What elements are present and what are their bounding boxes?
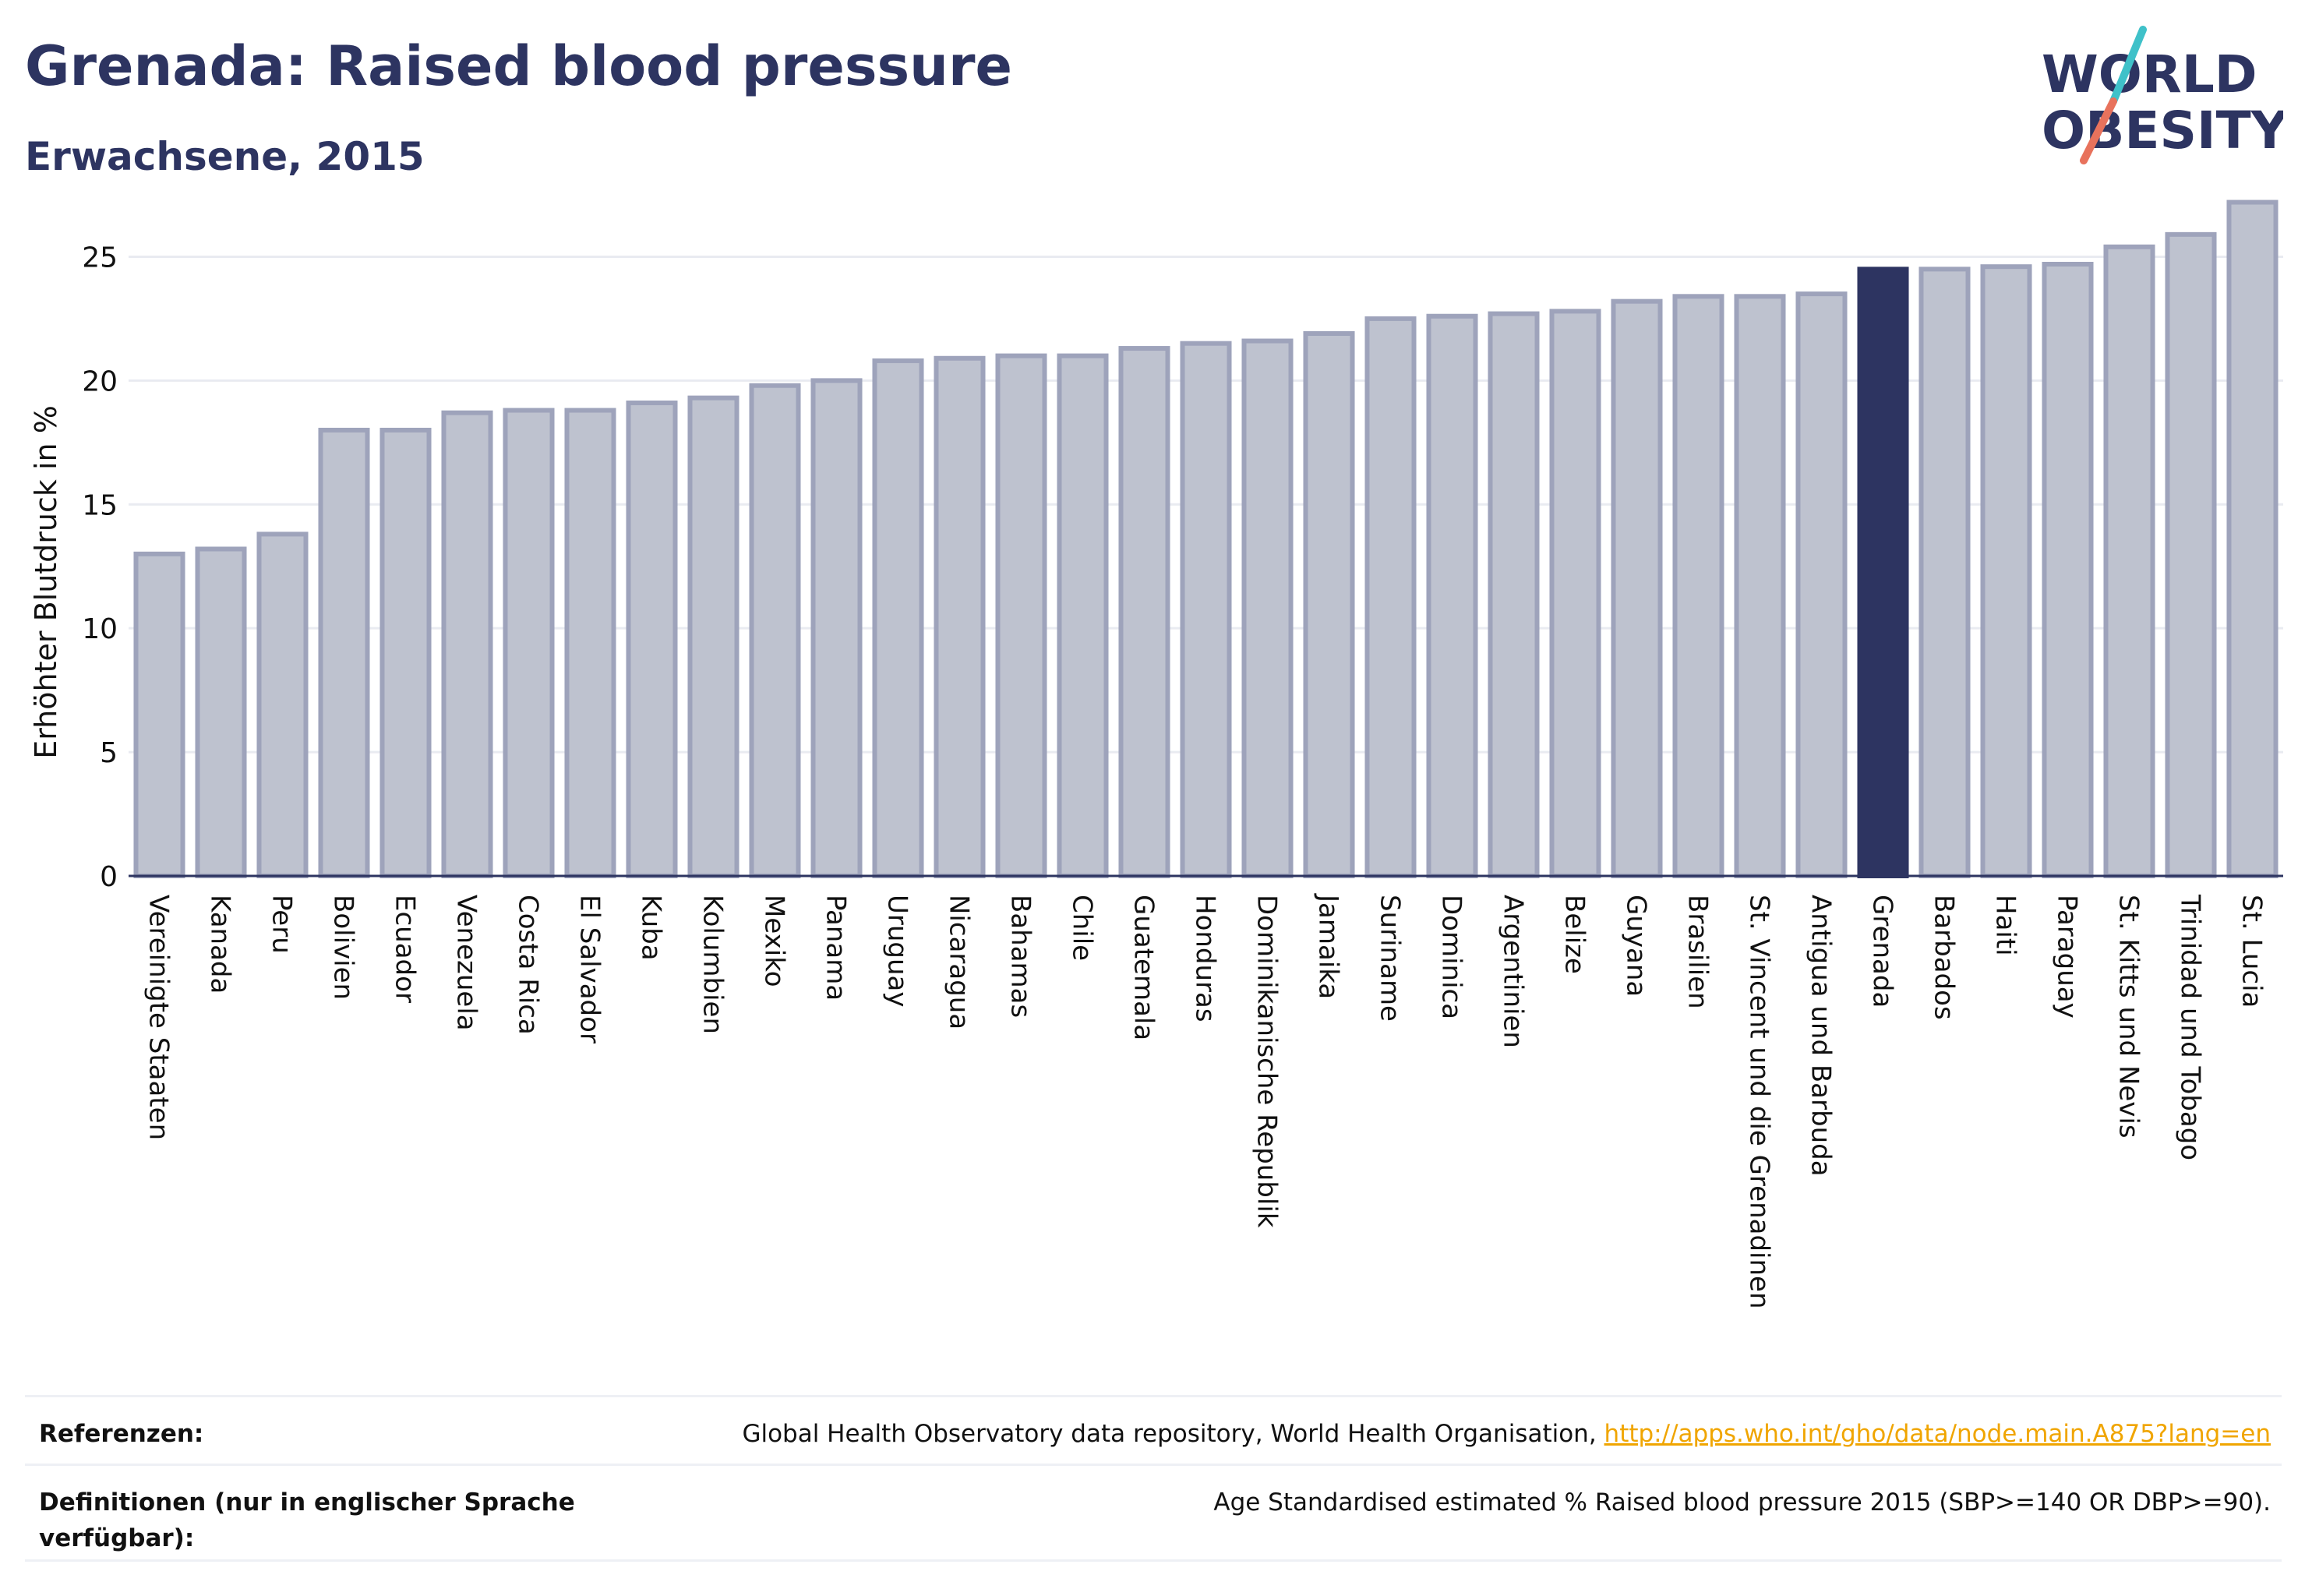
- x-tick-label: Ecuador: [390, 895, 421, 1003]
- logo-line-obesity: OBESITY: [2042, 101, 2283, 161]
- x-tick-label: Jamaika: [1313, 893, 1344, 999]
- x-tick-label: Belize: [1559, 895, 1590, 974]
- references-row: Referenzen: Global Health Observatory da…: [25, 1395, 2282, 1464]
- logo-slash-teal: [2109, 26, 2147, 105]
- x-tick-label: Dominikanische Republik: [1251, 895, 1283, 1228]
- x-tick-label: Haiti: [1990, 895, 2021, 956]
- bar: [1057, 353, 1109, 878]
- bar: [1795, 291, 1848, 878]
- x-tick-label: Chile: [1067, 895, 1098, 961]
- bar: [810, 378, 863, 878]
- bar: [1303, 330, 1355, 878]
- y-tick-label: 20: [82, 365, 118, 397]
- bar: [1734, 294, 1786, 878]
- definitions-row: Definitionen (nur in englischer Sprache …: [25, 1464, 2282, 1562]
- x-tick-label: Guyana: [1621, 895, 1652, 997]
- bar: [564, 408, 616, 878]
- y-tick-label: 25: [82, 242, 118, 274]
- bar: [441, 410, 493, 878]
- x-tick-label: Argentinien: [1498, 895, 1529, 1048]
- x-tick-label: Guatemala: [1128, 895, 1160, 1040]
- bar: [1611, 298, 1663, 878]
- y-axis-ticks: 0 5 10 15 20 25: [82, 242, 118, 893]
- bar: [1364, 316, 1417, 878]
- bar: [1426, 313, 1478, 878]
- chart-title: Grenada: Raised blood pressure: [25, 34, 1013, 98]
- x-tick-label: Panama: [821, 895, 852, 1001]
- x-tick-label: El Salvador: [574, 895, 605, 1043]
- bar: [2226, 200, 2279, 878]
- bar-highlighted: [1857, 267, 1909, 878]
- logo-slash-coral: [2080, 97, 2117, 164]
- bar: [133, 551, 185, 878]
- bar: [318, 427, 370, 878]
- x-tick-label: Mexiko: [759, 895, 790, 987]
- bar: [2103, 244, 2155, 878]
- x-tick-label: Nicaragua: [944, 895, 975, 1029]
- definitions-value: Age Standardised estimated % Raised bloo…: [1213, 1488, 2271, 1517]
- y-axis-label: Erhöhter Blutdruck in %: [29, 405, 63, 759]
- x-tick-label: Kanada: [205, 895, 236, 994]
- bar: [1488, 311, 1540, 878]
- x-tick-label: Honduras: [1190, 895, 1221, 1022]
- bar: [1241, 338, 1294, 878]
- x-tick-label: Dominica: [1436, 895, 1467, 1019]
- x-tick-label: Uruguay: [882, 895, 913, 1008]
- y-tick-label: 10: [82, 613, 118, 645]
- x-axis-ticks: Vereinigte Staaten Kanada Peru Bolivien Ecua…: [143, 893, 2268, 1309]
- bar-chart: 0 5 10 15 20 25 Vereinigte Staaten Kanada Peru B…: [29, 200, 2283, 1309]
- definitions-label: Definitionen (nur in englischer Sprache …: [39, 1488, 575, 1552]
- bar: [1180, 341, 1232, 878]
- bar: [995, 353, 1047, 878]
- bar: [1980, 264, 2032, 878]
- bar: [379, 427, 432, 878]
- x-tick-label: Vereinigte Staaten: [143, 895, 175, 1140]
- x-tick-label: Costa Rica: [513, 895, 544, 1035]
- x-tick-label: Grenada: [1867, 895, 1898, 1008]
- x-tick-label: Trinidad und Tobago: [2175, 894, 2206, 1160]
- bar: [934, 355, 986, 878]
- x-tick-label: Peru: [267, 895, 298, 954]
- y-tick-label: 0: [100, 861, 118, 893]
- bar: [872, 358, 924, 878]
- x-tick-label: Antigua und Barbuda: [1806, 895, 1837, 1177]
- references-value: Global Health Observatory data repositor…: [742, 1416, 2271, 1452]
- bar: [2165, 231, 2217, 879]
- bar: [749, 383, 801, 879]
- x-tick-label: Paraguay: [2052, 895, 2083, 1019]
- chart-subtitle: Erwachsene, 2015: [25, 134, 425, 179]
- bar: [1918, 267, 1971, 878]
- bar: [2042, 261, 2094, 879]
- bar: [503, 408, 555, 878]
- x-tick-label: St. Vincent und die Grenadinen: [1744, 895, 1775, 1309]
- x-tick-label: Suriname: [1375, 895, 1406, 1022]
- y-tick-label: 15: [82, 489, 118, 521]
- x-tick-label: Venezuela: [451, 895, 482, 1031]
- bar: [626, 400, 678, 878]
- x-tick-label: Kuba: [636, 895, 667, 961]
- x-tick-label: St. Kitts und Nevis: [2113, 895, 2144, 1139]
- references-label: Referenzen:: [39, 1420, 204, 1448]
- x-tick-label: Brasilien: [1682, 895, 1714, 1009]
- bar: [687, 395, 740, 878]
- x-tick-label: Barbados: [1929, 895, 1960, 1020]
- x-tick-label: Kolumbien: [697, 895, 729, 1034]
- bar: [256, 531, 309, 878]
- x-tick-label: St. Lucia: [2236, 895, 2268, 1008]
- bar: [1118, 346, 1170, 878]
- references-text: Global Health Observatory data repositor…: [742, 1420, 1597, 1448]
- footer: Referenzen: Global Health Observatory da…: [25, 1395, 2282, 1562]
- world-obesity-logo: WORLD OBESITY: [2042, 26, 2283, 164]
- references-link[interactable]: http://apps.who.int/gho/data/node.main.A…: [1604, 1420, 2271, 1448]
- bars: [133, 200, 2279, 879]
- bar: [1549, 309, 1601, 878]
- bar: [1672, 294, 1724, 878]
- x-tick-label: Bahamas: [1005, 895, 1036, 1018]
- logo-line-world: WORLD: [2042, 44, 2257, 104]
- bar: [195, 546, 247, 878]
- x-tick-label: Bolivien: [328, 895, 359, 1000]
- y-tick-label: 5: [100, 737, 118, 769]
